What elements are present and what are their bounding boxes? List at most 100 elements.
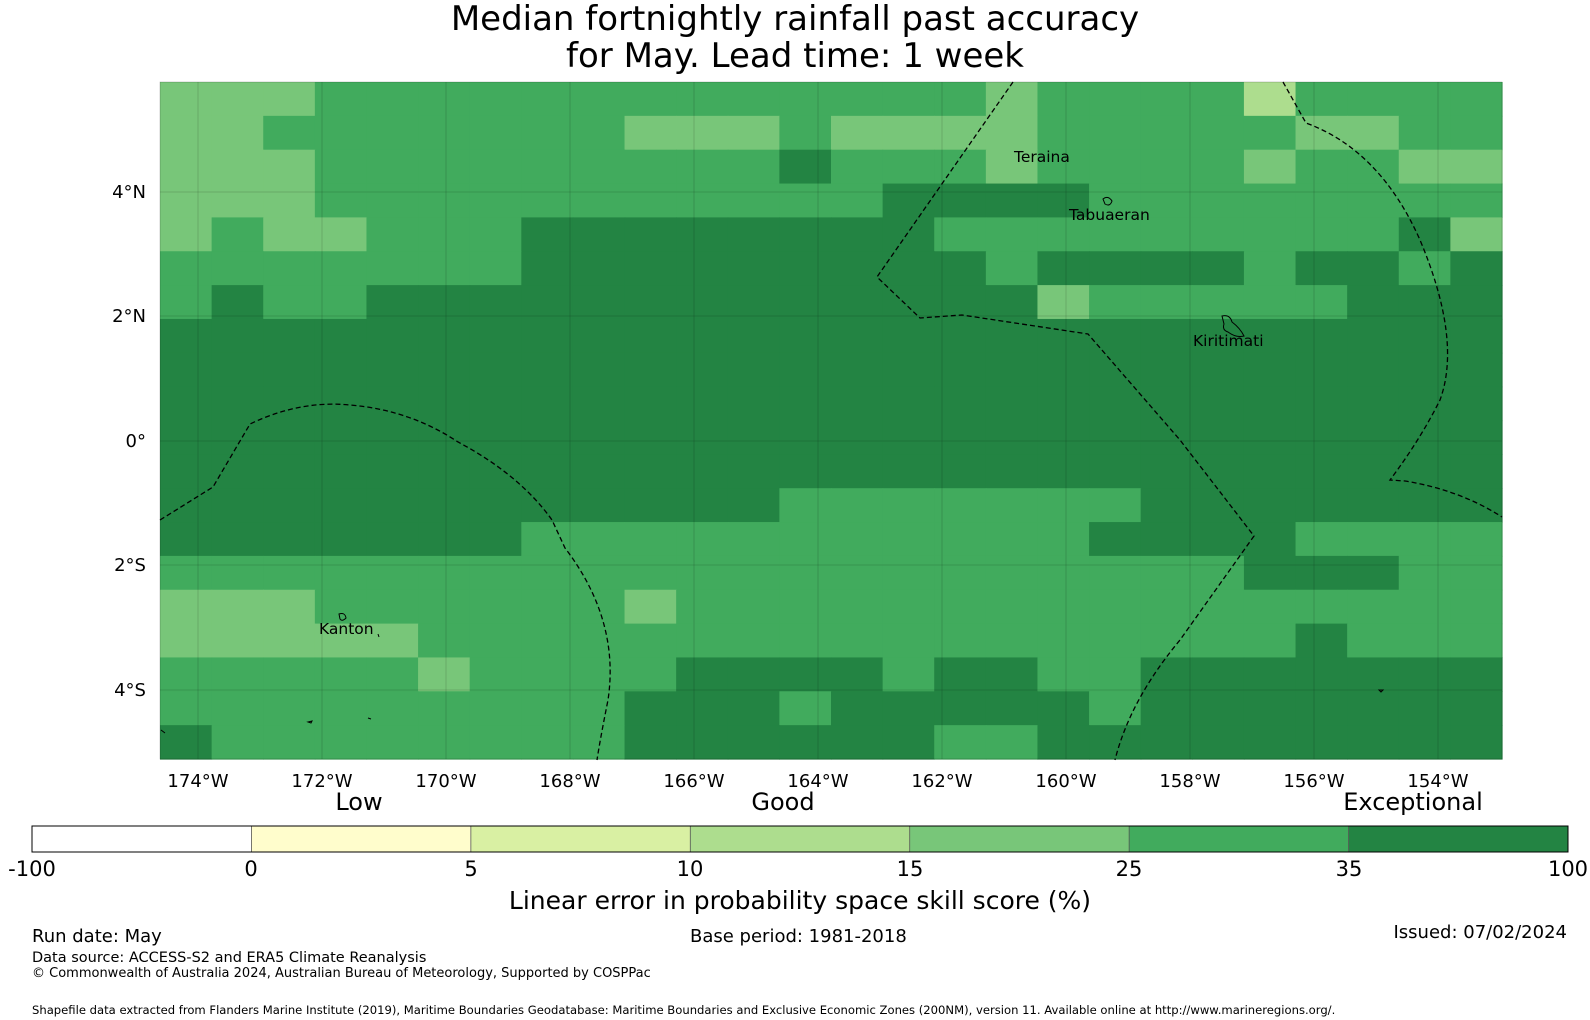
skill-grid-cell [1140,657,1193,692]
skill-grid-cell [314,183,368,218]
skill-grid-cell [366,386,419,422]
skill-grid-cell [676,691,729,726]
skill-grid-cell [521,555,574,591]
skill-grid-cell [934,183,987,218]
skill-grid-cell [831,352,884,388]
skill-grid-cell [882,149,935,185]
skill-grid-cell [1398,488,1451,523]
skill-grid-cell [779,149,832,185]
colorbar-swatch [251,826,472,852]
skill-grid-cell [831,251,884,286]
skill-grid-cell [727,386,780,422]
skill-grid-cell [1089,285,1142,320]
skill-grid-cell [314,691,368,726]
skill-grid-cell [624,589,677,625]
skill-grid-cell [160,352,213,388]
colorbar-frame [31,825,1569,853]
skill-grid-cell [572,149,626,185]
skill-grid-cell [1398,217,1451,252]
skill-grid-cell [572,352,626,388]
skill-grid-cell [882,386,935,422]
map-gridlines [160,82,1502,759]
skill-grid-cell [1037,657,1090,692]
skill-grid-cell [160,725,213,760]
skill-grid-cell [882,522,935,557]
skill-grid-cell [1140,589,1193,625]
skill-grid-cell [1398,183,1451,218]
skill-grid-cell [831,488,884,523]
skill-grid-cell [1243,522,1297,557]
skill-grid-cell [1037,454,1090,489]
skill-grid-cell [934,657,987,692]
skill-grid-cell [831,115,884,151]
skill-grid-cell [160,522,213,557]
skill-grid-cell [779,352,832,388]
skill-grid-cell [572,555,626,591]
colorbar [32,826,1569,852]
skill-grid-cell [1295,454,1348,489]
skill-grid-cell [1243,82,1297,117]
skill-grid-cell [1140,420,1193,455]
skill-grid-cell [1140,318,1193,354]
skill-grid-cell [882,589,935,625]
skill-grid-cell [263,555,316,591]
skill-grid-cell [418,589,471,625]
skill-grid-cell [469,555,522,591]
skill-grid-cell [831,657,884,692]
skill-grid-cell [779,725,832,760]
skill-grid-cell [985,251,1039,286]
skill-grid-cell [1450,522,1503,557]
skill-grid-cell [1037,488,1090,523]
skill-grid-cell [521,352,574,388]
skill-grid-cell [882,318,935,354]
skill-grid-cell [160,183,213,218]
skill-grid-cell [160,149,213,185]
skill-grid-cell [779,488,832,523]
skill-grid-cell [831,522,884,557]
skill-grid-cell [676,386,729,422]
skill-grid-cell [1450,589,1503,625]
skill-grid-cell [1192,251,1245,286]
skill-grid-cell [727,318,780,354]
skill-grid-cell [314,82,368,117]
lon-tick-label: 170°W [415,771,476,792]
lon-tick-label: 172°W [291,771,352,792]
colorbar-tick-label: 35 [1336,857,1363,881]
skill-grid-cell [211,149,264,185]
run-date-text: Run date: May [32,926,162,947]
skill-grid-cell [1398,82,1451,117]
skill-grid-cell [1140,454,1193,489]
skill-grid-cell [676,285,729,320]
skill-grid-cell [314,555,368,591]
skill-grid-cell [1347,115,1400,151]
skill-grid-cell [1037,217,1090,252]
skill-grid-cell [418,657,471,692]
skill-grid-cell [934,420,987,455]
skill-grid-cell [934,318,987,354]
skill-grid-cell [1347,217,1400,252]
colorbar-tick-label: 5 [464,857,477,881]
shapefile-credit-text: Shapefile data extracted from Flanders M… [32,1003,1336,1017]
skill-grid-cell [882,115,935,151]
skill-grid-cell [882,183,935,218]
skill-grid-cell [1295,217,1348,252]
skill-grid-cell [263,623,316,659]
lon-tick-label: 160°W [1035,771,1096,792]
skill-grid-cell [211,725,264,760]
lat-tick-label: 2°N [112,306,146,327]
skill-grid-cell [1450,149,1503,185]
copyright-text: © Commonwealth of Australia 2024, Austra… [32,966,651,981]
skill-grid-cell [831,386,884,422]
skill-grid-cell [985,691,1039,726]
skill-grid-cell [1295,251,1348,286]
skill-grid-cell [1089,149,1142,185]
skill-grid-cell [1295,589,1348,625]
skill-grid-cell [779,589,832,625]
skill-grid-cell [521,183,574,218]
skill-grid-cell [521,691,574,726]
skill-grid-cell [1089,251,1142,286]
skill-grid-cell [469,251,522,286]
skill-grid-cell [314,657,368,692]
lat-tick-label: 4°N [112,182,146,203]
skill-grid-cell [1243,420,1297,455]
